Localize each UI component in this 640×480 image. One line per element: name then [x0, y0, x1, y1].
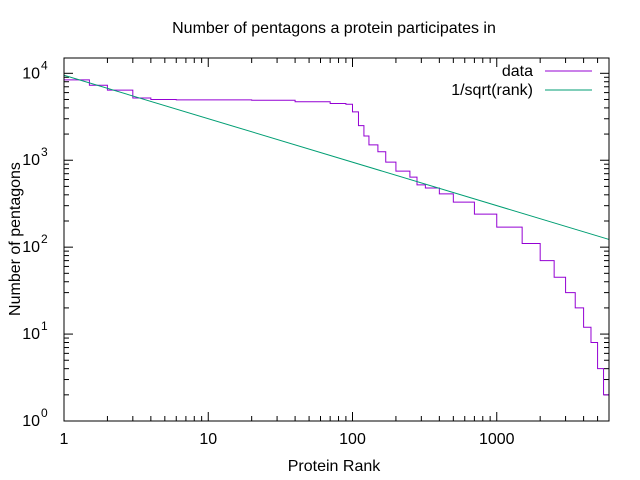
x-tick-label: 10 — [199, 431, 217, 448]
y-tick-exponent: 4 — [41, 58, 48, 72]
y-tick-label: 10 — [22, 65, 40, 82]
x-tick-label: 1000 — [479, 431, 515, 448]
series-line-data — [64, 79, 609, 396]
series-layer — [63, 74, 610, 396]
y-tick-label: 10 — [22, 326, 40, 343]
x-tick-label: 100 — [339, 431, 366, 448]
y-tick-exponent: 2 — [41, 232, 48, 246]
y-tick-label: 10 — [22, 413, 40, 430]
legend: data 1/sqrt(rank) — [451, 63, 592, 99]
x-axis-label: Protein Rank — [288, 458, 381, 475]
y-tick-label: 10 — [22, 152, 40, 169]
y-tick-exponent: 1 — [41, 319, 48, 333]
legend-label-sqrt: 1/sqrt(rank) — [451, 82, 533, 99]
plot-frame — [63, 57, 610, 422]
legend-label-data: data — [502, 63, 533, 80]
y-tick-label: 10 — [22, 239, 40, 256]
y-tick-exponent: 0 — [41, 406, 48, 420]
chart-title: Number of pentagons a protein participat… — [172, 20, 496, 37]
x-tick-label: 1 — [60, 431, 69, 448]
series-line-sqrt — [63, 74, 610, 240]
y-axis-label: Number of pentagons — [7, 162, 24, 316]
y-tick-exponent: 3 — [41, 145, 48, 159]
